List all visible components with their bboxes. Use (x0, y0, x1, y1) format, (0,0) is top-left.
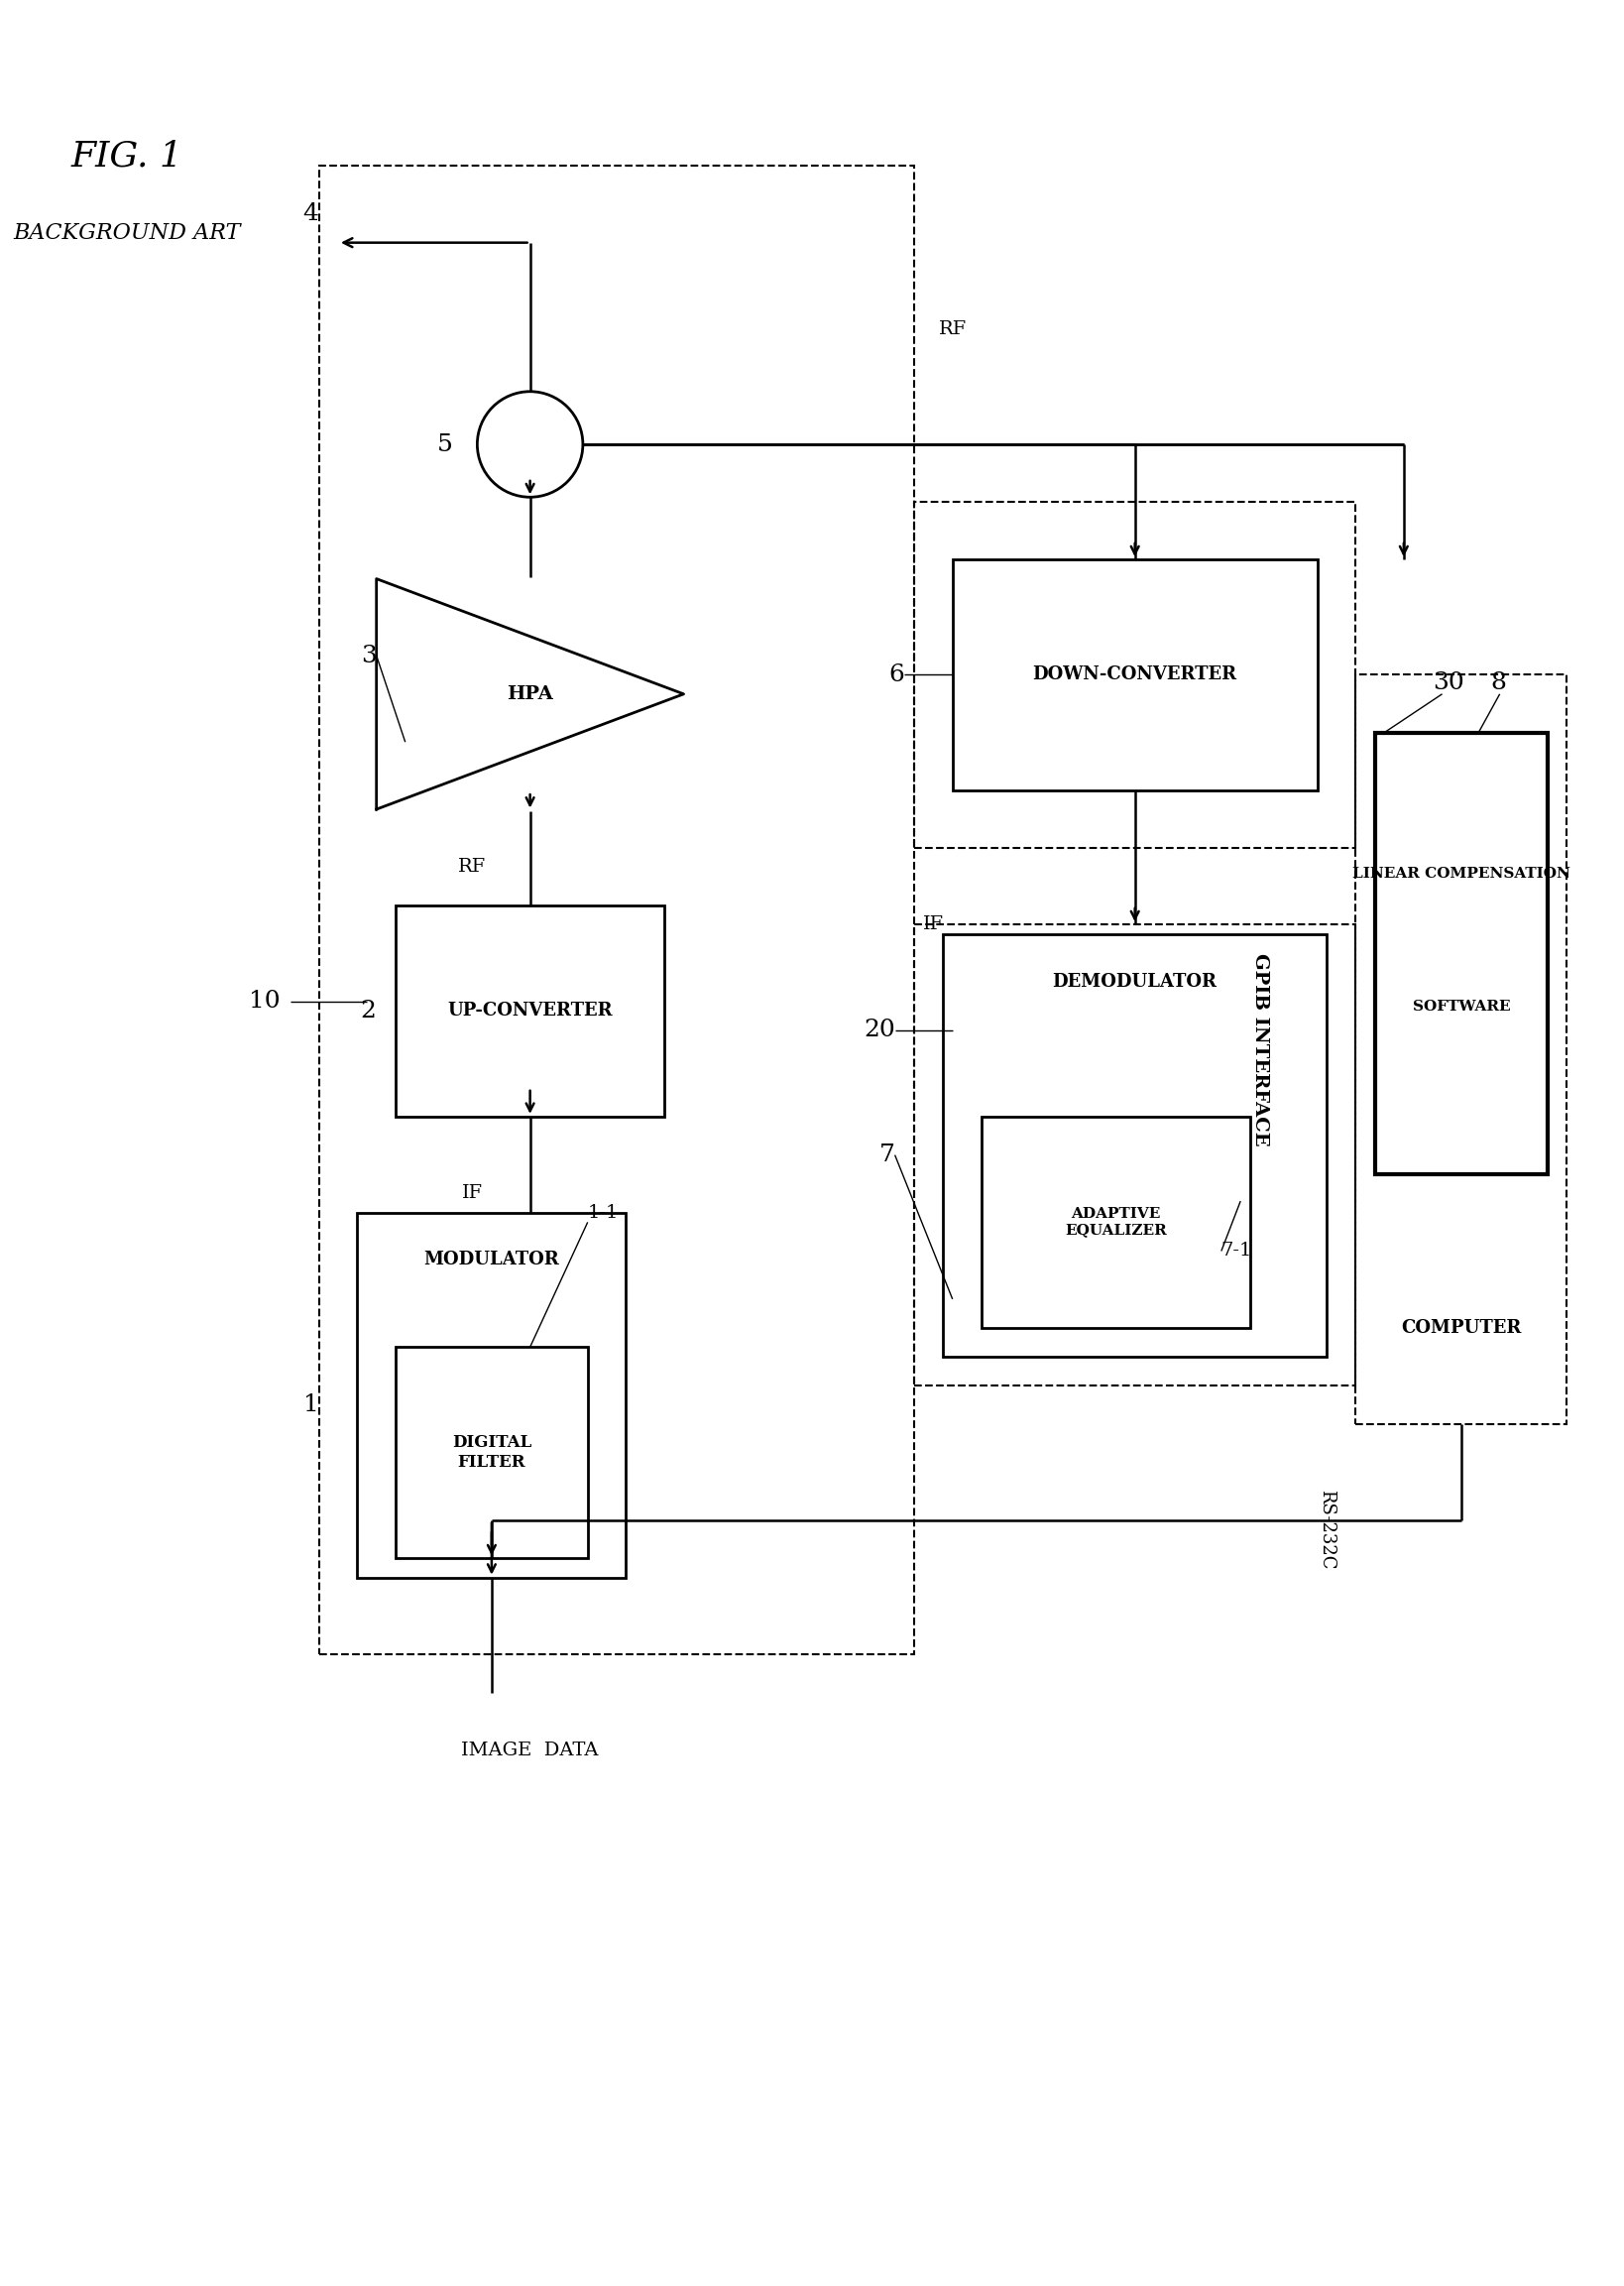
FancyBboxPatch shape (1376, 732, 1548, 1175)
Text: RS-232C: RS-232C (1317, 1490, 1335, 1570)
Text: 2: 2 (361, 999, 377, 1022)
Text: IF: IF (922, 917, 944, 933)
FancyBboxPatch shape (944, 935, 1327, 1356)
Text: GPIB INTERFACE: GPIB INTERFACE (1250, 953, 1268, 1145)
Text: SOFTWARE: SOFTWARE (1413, 999, 1510, 1013)
Text: 20: 20 (864, 1020, 895, 1042)
FancyBboxPatch shape (357, 1212, 627, 1577)
FancyBboxPatch shape (396, 1346, 588, 1559)
Text: IMAGE  DATA: IMAGE DATA (461, 1742, 599, 1760)
Text: 7: 7 (879, 1143, 895, 1166)
FancyBboxPatch shape (953, 560, 1317, 791)
Text: 6: 6 (888, 663, 905, 686)
Text: RF: RF (939, 320, 966, 338)
Text: HPA: HPA (507, 686, 554, 704)
Text: LINEAR COMPENSATION: LINEAR COMPENSATION (1353, 866, 1570, 880)
Text: 1: 1 (304, 1392, 318, 1415)
Text: DIGITAL
FILTER: DIGITAL FILTER (451, 1436, 531, 1470)
Text: 5: 5 (437, 432, 453, 455)
Text: RF: RF (458, 857, 487, 876)
Text: 30: 30 (1432, 672, 1463, 695)
Text: 10: 10 (248, 990, 281, 1013)
Text: FIG. 1: FIG. 1 (71, 139, 184, 174)
FancyBboxPatch shape (396, 905, 664, 1116)
Text: BACKGROUND ART: BACKGROUND ART (13, 222, 240, 245)
Text: ADAPTIVE
EQUALIZER: ADAPTIVE EQUALIZER (1065, 1207, 1166, 1237)
Text: UP-CONVERTER: UP-CONVERTER (448, 1001, 612, 1020)
Text: IF: IF (461, 1184, 482, 1202)
FancyBboxPatch shape (981, 1116, 1250, 1328)
Text: 1-1: 1-1 (588, 1205, 619, 1223)
Text: COMPUTER: COMPUTER (1402, 1319, 1522, 1337)
Text: 8: 8 (1491, 672, 1505, 695)
Text: MODULATOR: MODULATOR (424, 1250, 559, 1269)
Text: DEMODULATOR: DEMODULATOR (1052, 972, 1218, 990)
Text: 7-1: 7-1 (1221, 1241, 1252, 1260)
Text: DOWN-CONVERTER: DOWN-CONVERTER (1033, 665, 1237, 684)
Text: 3: 3 (361, 645, 377, 668)
Text: 4: 4 (304, 203, 318, 226)
